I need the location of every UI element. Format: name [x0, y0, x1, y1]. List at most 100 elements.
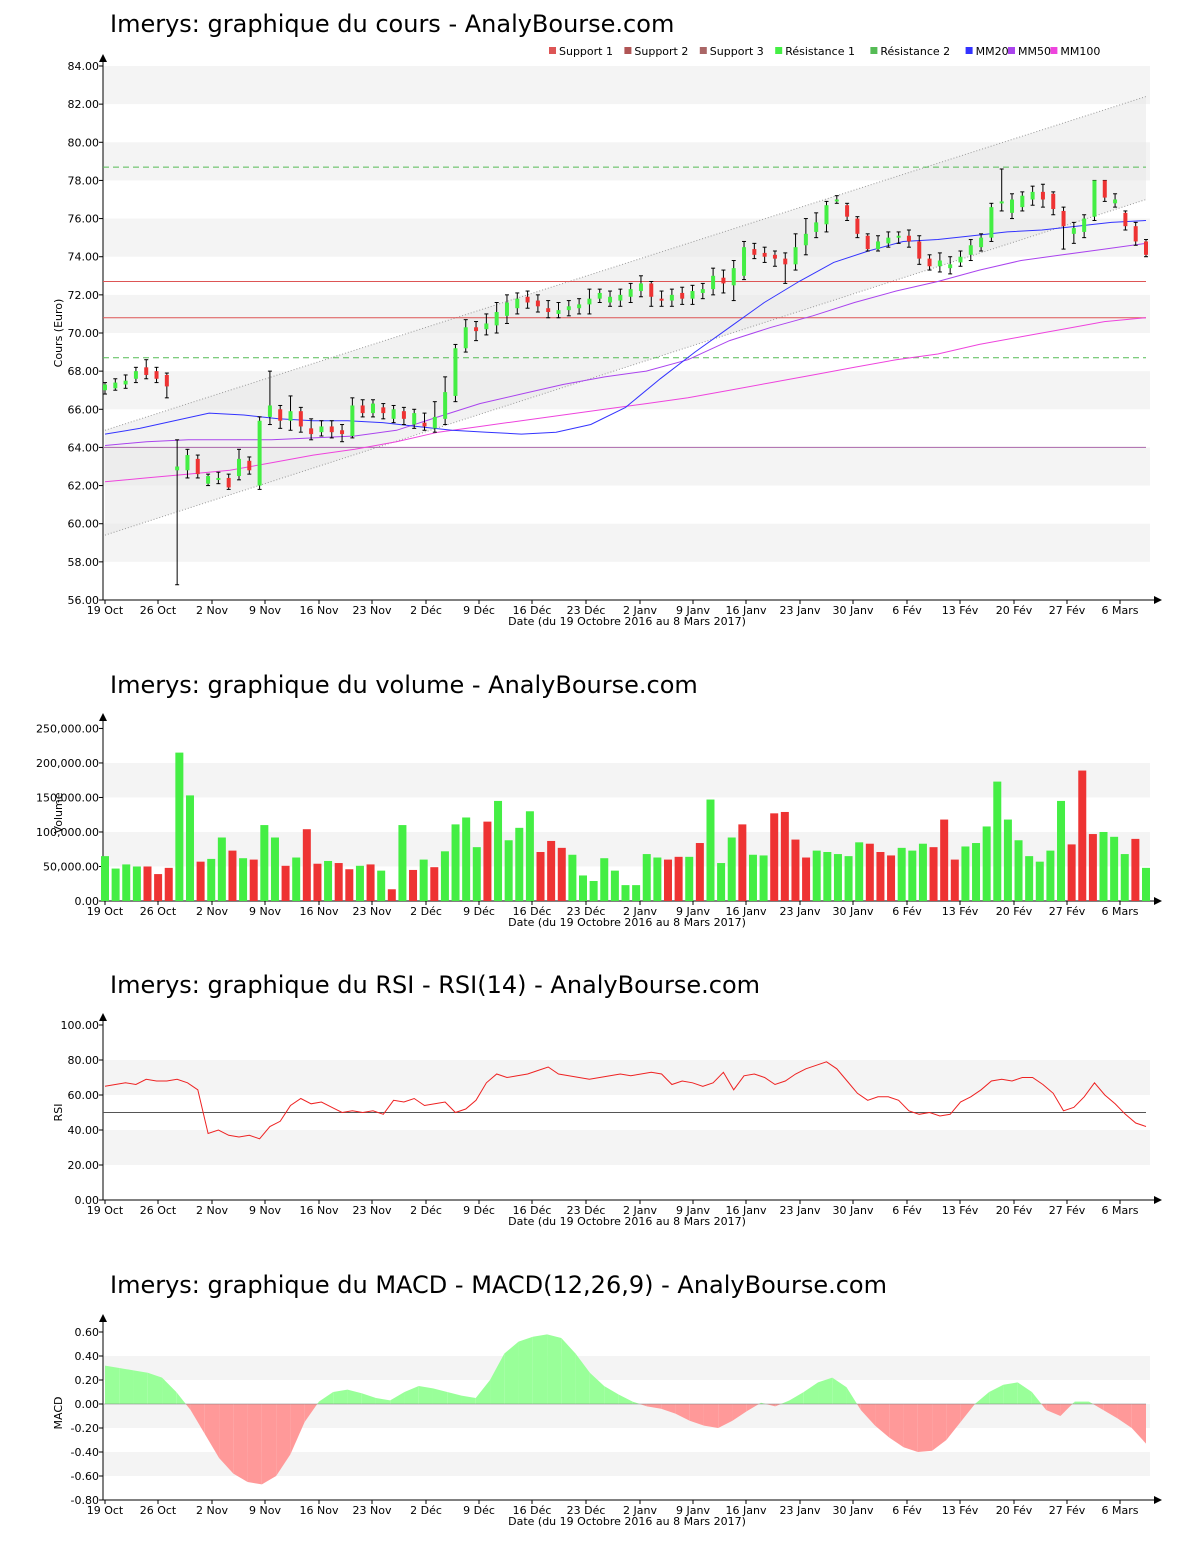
- macd-area-negative: [1060, 1404, 1073, 1416]
- macd-area-positive: [318, 1392, 334, 1404]
- macd-area-negative: [960, 1404, 975, 1422]
- macd-area-positive: [561, 1338, 576, 1404]
- candle-body: [432, 416, 437, 429]
- legend-label: Support 1: [559, 45, 613, 58]
- candle-body: [133, 371, 138, 379]
- volume-bar: [1099, 831, 1108, 901]
- legend-label: Support 2: [634, 45, 688, 58]
- y-tick-label: -0.80: [71, 1494, 99, 1507]
- trend-channel: [105, 96, 1146, 536]
- x-tick-label: 27 Fév: [1049, 905, 1086, 918]
- volume-bar: [334, 863, 343, 901]
- grid-band: [103, 831, 1150, 867]
- macd-area-negative: [247, 1404, 262, 1485]
- x-tick-label: 19 Oct: [87, 604, 124, 617]
- grid-band: [103, 762, 1150, 798]
- volume-bar: [324, 860, 333, 901]
- macd-area-negative: [903, 1404, 918, 1452]
- volume-bar: [462, 817, 471, 901]
- candle-body: [556, 310, 561, 314]
- x-tick-label: 2 Janv: [623, 604, 657, 617]
- volume-bar: [844, 856, 853, 901]
- price-chart-title: Imerys: graphique du cours - AnalyBourse…: [110, 10, 675, 38]
- y-tick-label: 56.00: [68, 594, 100, 607]
- candle-body: [443, 392, 448, 419]
- candle-body: [680, 292, 685, 299]
- x-tick-label: 30 Janv: [833, 1504, 874, 1517]
- volume-bar: [1003, 819, 1012, 901]
- candle-body: [999, 201, 1004, 204]
- volume-bar: [504, 840, 513, 901]
- volume-bar: [515, 827, 524, 901]
- candle-body: [494, 312, 499, 326]
- macd-area-positive: [162, 1377, 177, 1404]
- candle-body: [566, 306, 571, 311]
- candle-body: [216, 477, 221, 480]
- y-axis-arrow: [99, 1314, 107, 1322]
- volume-bar: [674, 856, 683, 901]
- volume-bar: [313, 863, 322, 901]
- macd-area-positive: [803, 1382, 819, 1404]
- volume-bar: [281, 865, 290, 901]
- candle-body: [690, 291, 695, 299]
- macd-area-positive: [1074, 1401, 1089, 1404]
- macd-area-positive: [176, 1392, 186, 1404]
- macd-area-negative: [190, 1404, 205, 1434]
- macd-area-negative: [932, 1404, 947, 1451]
- candle-body: [391, 409, 396, 419]
- x-axis-arrow: [1154, 897, 1162, 905]
- volume-bar: [1035, 861, 1044, 901]
- volume-bar: [1025, 856, 1034, 901]
- candle-body: [1061, 210, 1066, 227]
- macd-area-positive: [404, 1386, 419, 1404]
- candle-body: [453, 348, 458, 396]
- macd-area-negative: [718, 1404, 733, 1428]
- candle-body: [638, 283, 643, 292]
- x-tick-label: 30 Janv: [833, 1204, 874, 1217]
- candle-body: [669, 294, 674, 301]
- y-tick-label: 200,000.00: [36, 757, 99, 770]
- x-tick-label: 9 Janv: [676, 1204, 710, 1217]
- macd-area-positive: [818, 1377, 833, 1404]
- macd-area-negative: [917, 1404, 933, 1452]
- volume-bar: [132, 866, 141, 901]
- volume-bar: [440, 851, 449, 901]
- y-axis-title: MACD: [52, 1397, 65, 1430]
- volume-bar: [940, 819, 949, 901]
- candle-body: [968, 245, 973, 255]
- macd-area-positive: [390, 1392, 405, 1404]
- x-tick-label: 19 Oct: [87, 905, 124, 918]
- volume-bar: [228, 850, 237, 901]
- candle-body: [597, 292, 602, 299]
- volume-bar: [409, 869, 418, 901]
- macd-area-negative: [875, 1404, 890, 1438]
- legend-label: MM20: [976, 45, 1009, 58]
- macd-area-negative: [860, 1404, 876, 1426]
- volume-bar: [579, 875, 588, 901]
- volume-bar: [1078, 770, 1087, 901]
- candle-body: [463, 327, 468, 349]
- grid-band: [103, 1060, 1150, 1095]
- x-tick-label: 23 Janv: [780, 1204, 821, 1217]
- candle-body: [824, 205, 829, 225]
- x-tick-label: 9 Janv: [676, 604, 710, 617]
- x-tick-label: 20 Fév: [996, 905, 1033, 918]
- candle-body: [742, 247, 747, 276]
- candle-body: [1030, 191, 1035, 200]
- candle-body: [350, 405, 355, 436]
- x-tick-label: 23 Déc: [567, 905, 606, 918]
- volume-bar: [366, 864, 375, 901]
- candle-body: [659, 298, 664, 301]
- candle-body: [927, 258, 932, 267]
- y-tick-label: 0.40: [75, 1350, 100, 1363]
- y-axis-arrow: [99, 713, 107, 721]
- y-tick-label: 62.00: [68, 480, 100, 493]
- volume-bar: [929, 847, 938, 901]
- volume-bar: [1057, 800, 1066, 901]
- x-axis-arrow: [1154, 596, 1162, 604]
- x-tick-label: 16 Nov: [300, 905, 339, 918]
- x-tick-label: 23 Nov: [353, 1204, 392, 1217]
- macd-area-negative: [889, 1404, 904, 1448]
- candle-body: [412, 413, 417, 425]
- volume-bar: [632, 885, 641, 901]
